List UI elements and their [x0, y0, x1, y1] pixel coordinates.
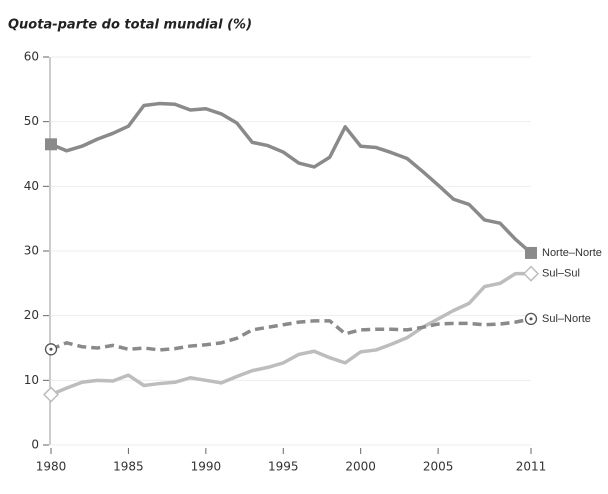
marker	[525, 246, 537, 259]
y-tick-label: 40	[24, 179, 39, 193]
marker-dot	[49, 347, 53, 351]
chart-title: Quota-parte do total mundial (%)	[8, 18, 252, 33]
x-tick-label: 2011	[516, 460, 547, 474]
legend-label: Sul–Sul	[542, 268, 580, 280]
series-line	[50, 271, 531, 397]
y-tick-label: 30	[24, 244, 39, 258]
y-tick-label: 0	[31, 438, 39, 452]
x-tick-label: 1980	[36, 460, 67, 474]
x-tick-label: 1990	[191, 460, 222, 474]
y-tick-label: 20	[24, 308, 39, 322]
x-tick-label: 1995	[268, 460, 299, 474]
y-tick-label: 10	[24, 373, 39, 387]
x-tick-label: 1985	[113, 460, 144, 474]
marker	[45, 138, 57, 151]
marker-dot	[529, 317, 533, 321]
legend-label: Sul–Norte	[542, 313, 591, 325]
x-tick-label: 2000	[345, 460, 376, 474]
series-line	[50, 101, 533, 255]
legend-label: Norte–Norte	[542, 247, 602, 259]
marker	[42, 386, 60, 403]
y-tick-label: 50	[24, 114, 39, 128]
series-line	[50, 317, 532, 352]
marker	[522, 265, 540, 282]
x-tick-label: 2005	[423, 460, 454, 474]
y-tick-label: 60	[24, 50, 39, 64]
